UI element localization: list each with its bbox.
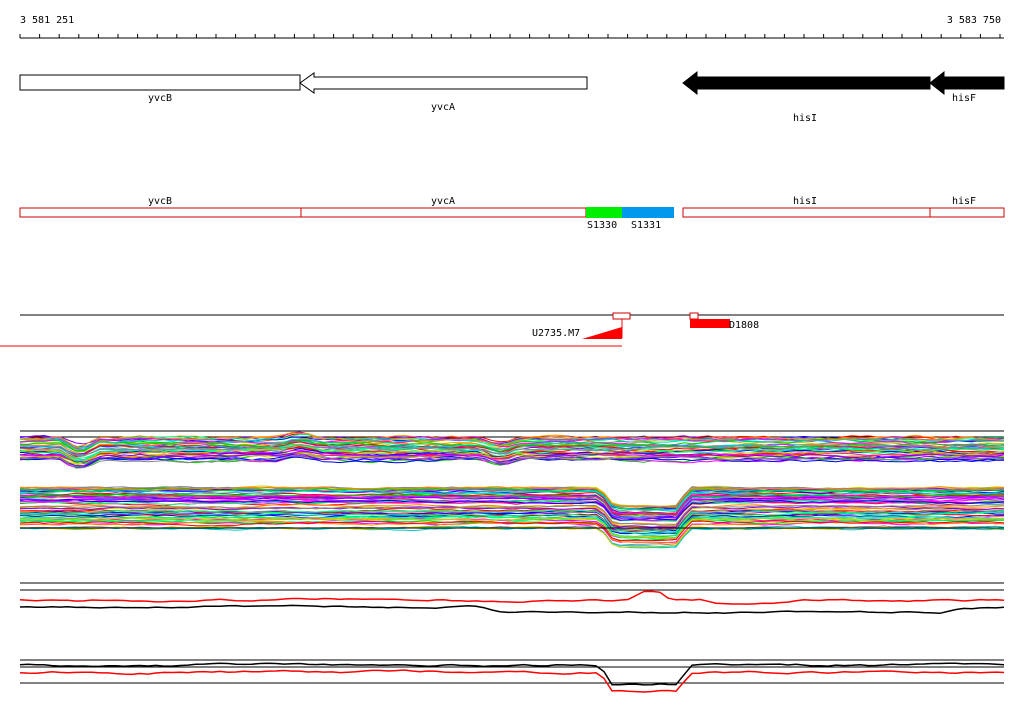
end-coordinate: 3 583 750 — [947, 15, 1001, 26]
signal-trace — [19, 521, 1005, 544]
signal-trace — [19, 443, 1005, 462]
start-coordinate: 3 581 251 — [20, 15, 74, 26]
gene-arrow-hisI[interactable] — [682, 70, 931, 96]
signal-panel-upper — [19, 430, 1005, 469]
signal-trace — [19, 438, 1005, 450]
signal-trace — [19, 487, 1004, 511]
summary-trace-black — [19, 662, 1005, 686]
segment-hisI[interactable] — [682, 207, 931, 218]
signal-trace — [19, 444, 1005, 456]
gene-annotation-track: yvcB yvcA hisI hisF — [19, 70, 1005, 124]
gene-arrow-hisF[interactable] — [929, 70, 1005, 96]
summary-trace-red — [19, 590, 1005, 605]
feature-label-u2735: U2735.M7 — [532, 328, 580, 339]
signal-trace — [19, 441, 1005, 457]
segment-label-yvcB: yvcB — [148, 196, 172, 207]
signal-trace — [19, 520, 1005, 542]
signal-panel-middle — [19, 485, 1005, 549]
signal-trace — [19, 509, 1005, 533]
segment-yvcB[interactable] — [19, 207, 302, 218]
feature-marker-u2735[interactable] — [612, 312, 631, 320]
segment-label-S1330: S1330 — [587, 220, 617, 231]
coordinate-ruler: 3 581 251 3 583 750 — [19, 15, 1004, 39]
ruler-ticks — [19, 34, 1001, 38]
feature-bar-d1808[interactable] — [690, 319, 730, 328]
segment-label-S1331: S1331 — [631, 220, 661, 231]
summary-trace-red — [19, 669, 1005, 693]
gene-label-hisF: hisF — [952, 93, 976, 104]
segment-hisF[interactable] — [929, 207, 1005, 218]
signal-trace — [19, 496, 1005, 520]
signal-trace — [19, 498, 1005, 521]
signal-trace — [19, 486, 1005, 508]
gene-label-hisI: hisI — [793, 113, 817, 124]
signal-trace — [19, 453, 1005, 469]
gene-arrow-yvcB[interactable] — [19, 74, 301, 91]
signal-trace — [19, 449, 1005, 462]
signal-trace — [19, 490, 1005, 512]
summary-trace-black — [19, 604, 1005, 615]
signal-trace — [19, 437, 1005, 450]
feature-track: U2735.M7 D1808 — [0, 312, 1004, 347]
feature-marker-d1808[interactable] — [689, 312, 699, 320]
signal-trace — [19, 494, 1005, 515]
signal-trace — [19, 504, 1005, 526]
signal-trace — [19, 525, 1005, 548]
signal-trace — [19, 505, 1005, 528]
gene-label-yvcA: yvcA — [431, 102, 455, 113]
segment-label-hisI: hisI — [793, 196, 817, 207]
segment-label-yvcA: yvcA — [431, 196, 455, 207]
signal-trace — [19, 450, 1005, 463]
signal-trace — [19, 431, 1005, 451]
segment-label-hisF: hisF — [952, 196, 976, 207]
signal-trace — [19, 485, 1005, 509]
gene-arrow-yvcA[interactable] — [299, 72, 588, 94]
gene-label-yvcB: yvcB — [148, 93, 172, 104]
segment-S1331[interactable] — [622, 207, 674, 218]
feature-label-d1808: D1808 — [729, 320, 759, 331]
signal-trace — [19, 511, 1005, 535]
feature-wedge-u2735[interactable] — [582, 327, 622, 339]
segment-track: yvcB yvcA S1330 S1331 hisI hisF — [19, 196, 1005, 231]
segment-S1330[interactable] — [586, 207, 622, 218]
signal-panel-lower — [19, 582, 1005, 693]
signal-trace — [19, 517, 1005, 539]
segment-yvcA[interactable] — [300, 207, 587, 218]
signal-trace — [19, 432, 1005, 448]
